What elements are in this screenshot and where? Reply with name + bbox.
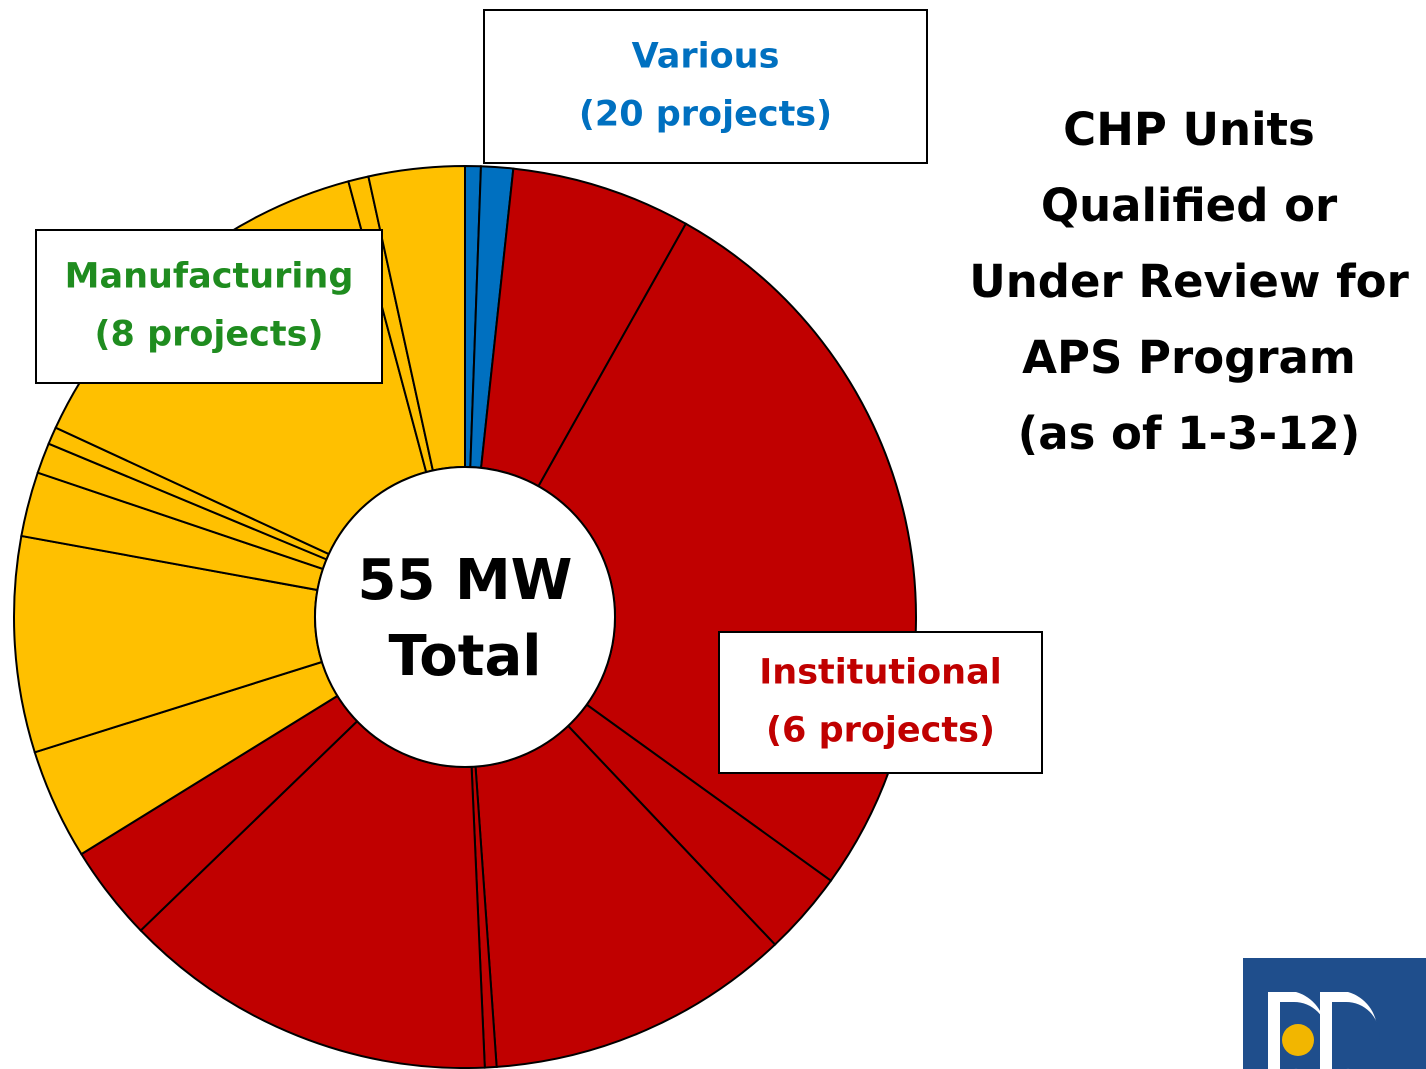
chart-title: Under Review for <box>969 255 1409 308</box>
annotation-box <box>483 9 928 164</box>
chart-title: CHP Units <box>1063 103 1315 156</box>
donut-hole <box>314 466 616 768</box>
annotation-label: (6 projects) <box>766 711 995 751</box>
chart-title: Qualified or <box>1041 179 1338 232</box>
annotation-label: Manufacturing <box>65 257 354 297</box>
annotation-box <box>718 631 1043 774</box>
annotation-box <box>35 229 383 384</box>
annotation-label: Various <box>632 37 780 77</box>
annotation-label: (20 projects) <box>579 95 832 135</box>
logo <box>1243 958 1426 1069</box>
center-label: 55 MW <box>358 548 573 613</box>
annotation-label: (8 projects) <box>95 315 324 355</box>
center-label: Total <box>389 624 542 689</box>
chart-title: APS Program <box>1022 331 1356 384</box>
annotation-label: Institutional <box>759 653 1001 693</box>
chart-title: (as of 1-3-12) <box>1018 407 1361 460</box>
